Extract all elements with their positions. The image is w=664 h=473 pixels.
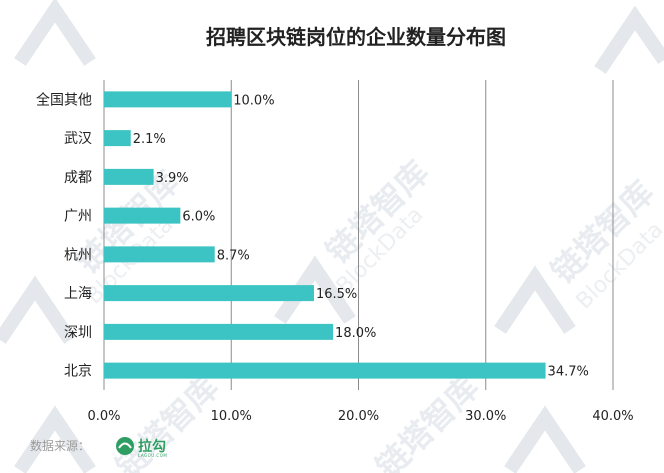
- x-tick-label: 40.0%: [592, 409, 633, 424]
- chart-title: 招聘区块链岗位的企业数量分布图: [206, 25, 506, 49]
- watermark-logo-mark: [14, 0, 96, 66]
- bar: [104, 285, 314, 302]
- category-label: 深圳: [64, 325, 92, 341]
- category-label: 成都: [64, 170, 92, 186]
- watermark-logo-mark: [594, 5, 664, 74]
- value-label: 16.5%: [316, 287, 357, 302]
- gridlines: [230, 80, 614, 390]
- bar: [104, 207, 181, 224]
- x-tick-label: 0.0%: [87, 409, 120, 424]
- bar: [104, 168, 154, 185]
- bar: [104, 323, 334, 340]
- watermark-logo-mark: [504, 405, 586, 473]
- bar: [104, 246, 215, 263]
- value-label: 18.0%: [335, 326, 376, 341]
- lagou-logo-icon: [116, 437, 134, 455]
- source-brand-sub: LAGOU.COM: [138, 453, 167, 458]
- value-label: 6.0%: [182, 210, 215, 225]
- value-label: 2.1%: [133, 132, 166, 147]
- watermark-logo-mark: [0, 275, 76, 344]
- bar: [104, 130, 131, 147]
- watermark-text: 链塔智库: [109, 368, 226, 473]
- lagou-logo: 拉勾 LAGOU.COM: [116, 437, 167, 458]
- x-tick-label: 10.0%: [211, 409, 252, 424]
- category-label: 杭州: [64, 247, 92, 263]
- bar: [104, 91, 232, 108]
- value-label: 34.7%: [548, 365, 589, 380]
- category-label: 武汉: [64, 131, 92, 147]
- value-label: 3.9%: [156, 171, 189, 186]
- x-tick-label: 20.0%: [338, 409, 379, 424]
- x-tick-labels: 0.0% 10.0% 20.0% 30.0% 40.0%: [87, 409, 633, 424]
- value-labels: 10.0% 2.1% 3.9% 6.0% 8.7% 16.5% 18.0% 34.7%: [133, 93, 589, 379]
- watermark-logo-mark: [274, 255, 356, 324]
- x-tick-label: 30.0%: [465, 409, 506, 424]
- source-label: 数据来源：: [30, 438, 90, 453]
- bar: [104, 362, 546, 379]
- watermark-logo-mark: [494, 265, 576, 334]
- category-label: 上海: [64, 286, 92, 302]
- lagou-logo-icon: [118, 442, 132, 449]
- value-label: 10.0%: [233, 93, 274, 108]
- bars: [104, 91, 546, 379]
- source-brand: 拉勾: [138, 438, 166, 455]
- category-label: 全国其他: [36, 91, 92, 108]
- watermark-logo-mark: [14, 405, 96, 473]
- category-label: 广州: [64, 209, 92, 225]
- category-label: 北京: [64, 364, 92, 380]
- value-label: 8.7%: [217, 248, 250, 263]
